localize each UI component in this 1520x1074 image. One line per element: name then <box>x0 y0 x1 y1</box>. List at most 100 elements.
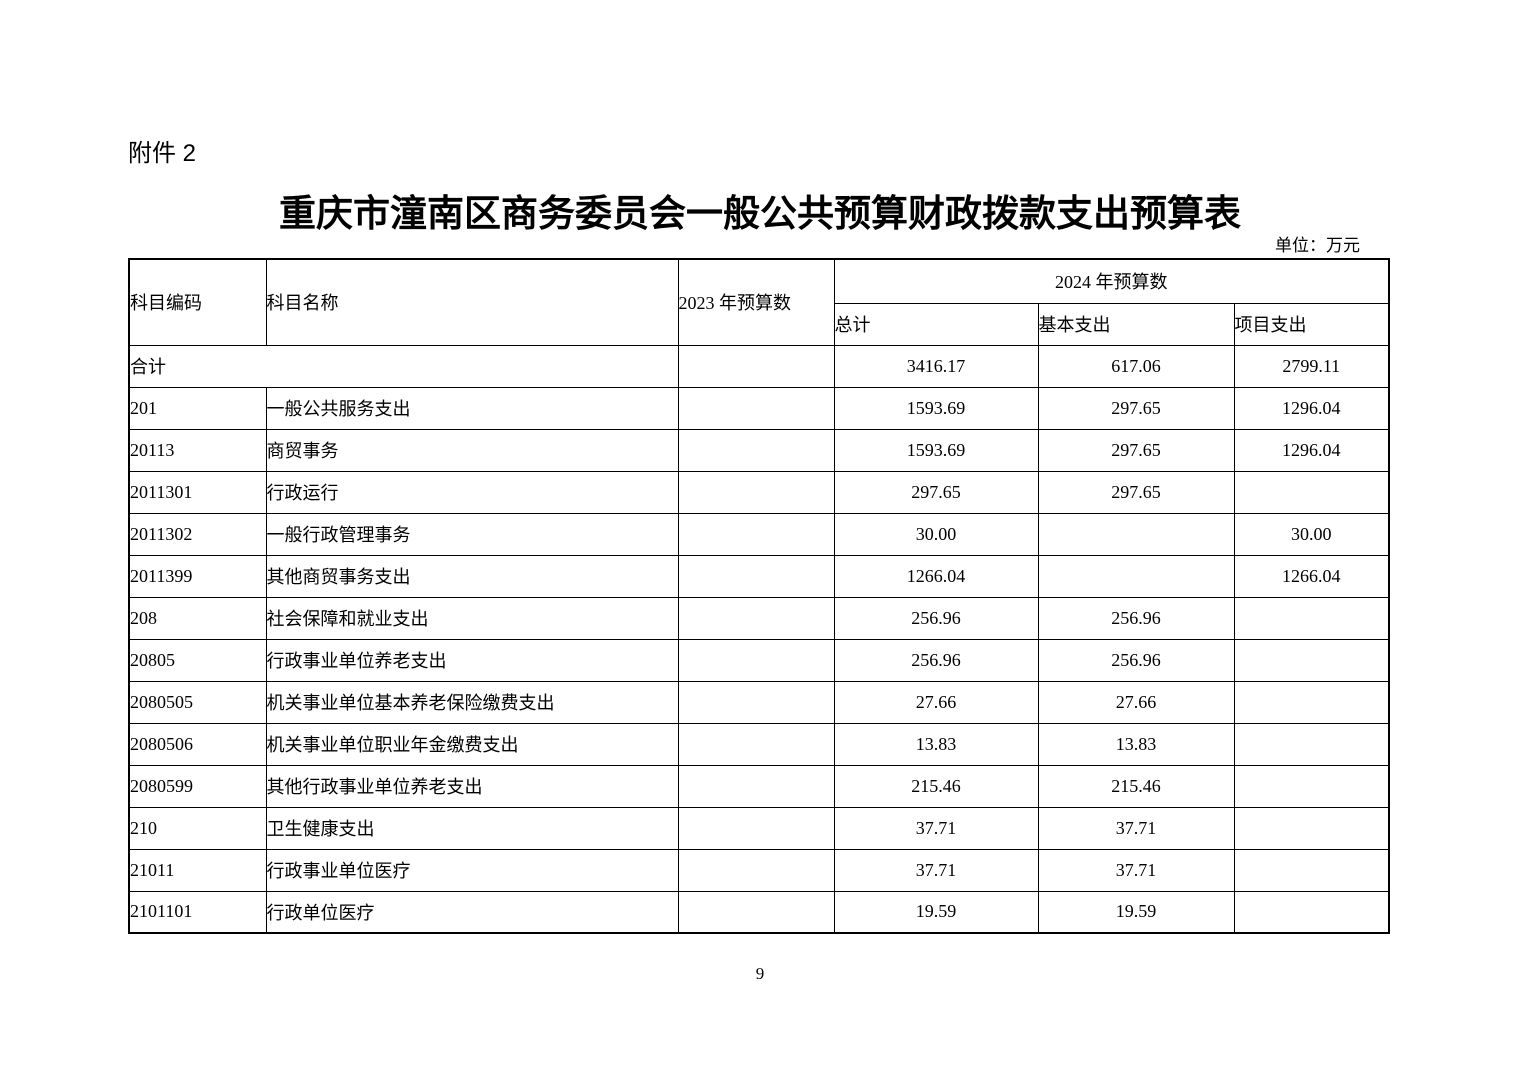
table-row: 21011 行政事业单位医疗 37.71 37.71 <box>128 848 1390 892</box>
basic-expenditure-cell: 256.96 <box>1037 638 1235 682</box>
project-expenditure-cell <box>1233 806 1390 850</box>
header-total: 总计 <box>833 302 1039 346</box>
project-expenditure-cell: 30.00 <box>1233 512 1390 556</box>
header-subject-code: 科目编码 <box>128 258 267 346</box>
subject-name-cell: 一般公共服务支出 <box>265 386 679 430</box>
total-cell: 3416.17 <box>833 344 1039 388</box>
subject-code-cell: 201 <box>128 386 267 430</box>
project-expenditure-cell <box>1233 848 1390 892</box>
project-expenditure-cell <box>1233 722 1390 766</box>
subject-name-cell: 行政事业单位医疗 <box>265 848 679 892</box>
table-row: 2011302 一般行政管理事务 30.00 30.00 <box>128 512 1390 556</box>
subject-name-cell: 行政单位医疗 <box>265 890 679 934</box>
subject-code-cell: 合计 <box>128 344 679 388</box>
table-row: 210 卫生健康支出 37.71 37.71 <box>128 806 1390 850</box>
header-subject-name: 科目名称 <box>265 258 679 346</box>
subject-code-cell: 20805 <box>128 638 267 682</box>
unit-note: 单位：万元 <box>1275 236 1360 255</box>
total-cell: 27.66 <box>833 680 1039 724</box>
project-expenditure-cell: 1296.04 <box>1233 428 1390 472</box>
subject-code-cell: 2080506 <box>128 722 267 766</box>
subject-name-cell: 机关事业单位职业年金缴费支出 <box>265 722 679 766</box>
total-cell: 30.00 <box>833 512 1039 556</box>
total-cell: 256.96 <box>833 596 1039 640</box>
total-cell: 37.71 <box>833 848 1039 892</box>
subject-code-cell: 2011399 <box>128 554 267 598</box>
subject-name-cell: 其他行政事业单位养老支出 <box>265 764 679 808</box>
budget-2023-cell <box>677 344 835 388</box>
subject-code-cell: 2080505 <box>128 680 267 724</box>
budget-2023-cell <box>677 722 835 766</box>
subject-name-cell: 机关事业单位基本养老保险缴费支出 <box>265 680 679 724</box>
subject-name-cell: 行政运行 <box>265 470 679 514</box>
total-cell: 1593.69 <box>833 428 1039 472</box>
basic-expenditure-cell: 37.71 <box>1037 806 1235 850</box>
budget-2023-cell <box>677 470 835 514</box>
total-cell: 1266.04 <box>833 554 1039 598</box>
budget-2023-cell <box>677 428 835 472</box>
subject-code-cell: 210 <box>128 806 267 850</box>
project-expenditure-cell: 2799.11 <box>1233 344 1390 388</box>
budget-2023-cell <box>677 386 835 430</box>
attachment-label: 附件 2 <box>128 140 197 167</box>
budget-2023-cell <box>677 596 835 640</box>
subject-name-cell: 其他商贸事务支出 <box>265 554 679 598</box>
subject-name-cell: 一般行政管理事务 <box>265 512 679 556</box>
total-cell: 1593.69 <box>833 386 1039 430</box>
subject-code-cell: 208 <box>128 596 267 640</box>
header-budget-2023: 2023 年预算数 <box>677 258 835 346</box>
table-row: 2011301 行政运行 297.65 297.65 <box>128 470 1390 514</box>
table-row: 合计 3416.17 617.06 2799.11 <box>128 344 1390 388</box>
table-row: 2080506 机关事业单位职业年金缴费支出 13.83 13.83 <box>128 722 1390 766</box>
subject-name-cell: 商贸事务 <box>265 428 679 472</box>
budget-2023-cell <box>677 554 835 598</box>
budget-2023-cell <box>677 848 835 892</box>
header-basic-expenditure: 基本支出 <box>1037 302 1235 346</box>
table-row: 208 社会保障和就业支出 256.96 256.96 <box>128 596 1390 640</box>
project-expenditure-cell <box>1233 890 1390 934</box>
project-expenditure-cell <box>1233 596 1390 640</box>
page-title: 重庆市潼南区商务委员会一般公共预算财政拨款支出预算表 <box>279 193 1241 234</box>
basic-expenditure-cell <box>1037 512 1235 556</box>
header-row-2: 总计 基本支出 项目支出 <box>129 302 1390 346</box>
budget-2023-cell <box>677 806 835 850</box>
table-row: 20113 商贸事务 1593.69 297.65 1296.04 <box>128 428 1390 472</box>
basic-expenditure-cell: 256.96 <box>1037 596 1235 640</box>
budget-2023-cell <box>677 680 835 724</box>
project-expenditure-cell: 1296.04 <box>1233 386 1390 430</box>
header-project-expenditure: 项目支出 <box>1233 302 1390 346</box>
budget-2023-cell <box>677 764 835 808</box>
basic-expenditure-cell: 27.66 <box>1037 680 1235 724</box>
basic-expenditure-cell: 297.65 <box>1037 428 1235 472</box>
budget-2023-cell <box>677 890 835 934</box>
project-expenditure-cell <box>1233 470 1390 514</box>
project-expenditure-cell <box>1233 680 1390 724</box>
table-row: 2101101 行政单位医疗 19.59 19.59 <box>128 890 1390 934</box>
table-header: 科目编码 科目名称 2023 年预算数 2024 年预算数 总计 基本支出 项目… <box>128 258 1390 346</box>
total-cell: 13.83 <box>833 722 1039 766</box>
subject-name-cell: 行政事业单位养老支出 <box>265 638 679 682</box>
basic-expenditure-cell: 13.83 <box>1037 722 1235 766</box>
table-body: 合计 3416.17 617.06 2799.11 201 一般公共服务支出 1593.69… <box>128 344 1390 934</box>
total-cell: 256.96 <box>833 638 1039 682</box>
project-expenditure-cell <box>1233 764 1390 808</box>
subject-code-cell: 20113 <box>128 428 267 472</box>
basic-expenditure-cell: 37.71 <box>1037 848 1235 892</box>
header-row-1: 科目编码 科目名称 2023 年预算数 2024 年预算数 <box>128 258 1390 346</box>
basic-expenditure-cell: 297.65 <box>1037 386 1235 430</box>
table-row: 2080505 机关事业单位基本养老保险缴费支出 27.66 27.66 <box>128 680 1390 724</box>
table-row: 2011399 其他商贸事务支出 1266.04 1266.04 <box>128 554 1390 598</box>
basic-expenditure-cell <box>1037 554 1235 598</box>
subject-code-cell: 2080599 <box>128 764 267 808</box>
basic-expenditure-cell: 297.65 <box>1037 470 1235 514</box>
total-cell: 37.71 <box>833 806 1039 850</box>
project-expenditure-cell <box>1233 638 1390 682</box>
total-cell: 297.65 <box>833 470 1039 514</box>
subject-name-cell: 卫生健康支出 <box>265 806 679 850</box>
project-expenditure-cell: 1266.04 <box>1233 554 1390 598</box>
budget-2023-cell <box>677 512 835 556</box>
subject-code-cell: 21011 <box>128 848 267 892</box>
basic-expenditure-cell: 215.46 <box>1037 764 1235 808</box>
budget-2023-cell <box>677 638 835 682</box>
